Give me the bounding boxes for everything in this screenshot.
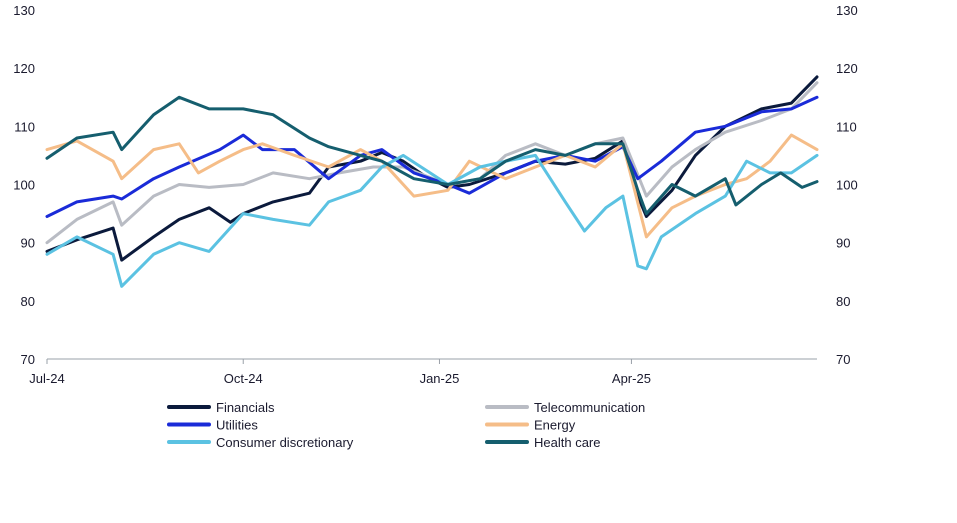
x-tick-label: Apr-25 (612, 371, 651, 386)
legend: Financials Telecommunication Utilities Ener… (167, 400, 645, 450)
y-tick-label-left: 110 (14, 119, 35, 134)
series-layer (45, 75, 819, 288)
y-tick-label-left: 100 (13, 178, 35, 193)
legend-label-utilities: Utilities (216, 418, 258, 433)
legend-label-health-care: Health care (534, 435, 600, 450)
y-tick-label-left: 120 (13, 61, 35, 76)
y-tick-label-left: 90 (21, 236, 35, 251)
legend-label-telecommunication: Telecommunication (534, 400, 645, 415)
series-line-financials (45, 75, 819, 262)
x-tick-label: Jan-25 (420, 371, 460, 386)
series-line-health-care (45, 95, 819, 216)
x-tick-label: Oct-24 (224, 371, 263, 386)
y-tick-label-right: 80 (836, 294, 850, 309)
series-line-telecommunication (45, 81, 819, 245)
series-line-utilities (45, 95, 819, 218)
y-tick-label-right: 110 (836, 119, 857, 134)
y-tick-label-right: 90 (836, 236, 850, 251)
y-tick-label-left: 70 (21, 352, 35, 367)
y-tick-label-right: 120 (836, 61, 858, 76)
series-line-consumer-discretionary (45, 153, 819, 288)
legend-label-financials: Financials (216, 400, 275, 415)
y-tick-label-right: 100 (836, 178, 858, 193)
y-tick-label-left: 80 (21, 294, 35, 309)
legend-label-consumer-discretionary: Consumer discretionary (216, 435, 354, 450)
y-tick-label-left: 130 (13, 3, 35, 18)
legend-label-energy: Energy (534, 418, 576, 433)
y-tick-label-right: 70 (836, 352, 850, 367)
y-tick-label-right: 130 (836, 3, 858, 18)
x-tick-label: Jul-24 (29, 371, 64, 386)
axis-layer: 70 70 80 80 90 90 100 100 110 110 120 120 130 130 Jul-… (13, 3, 857, 386)
